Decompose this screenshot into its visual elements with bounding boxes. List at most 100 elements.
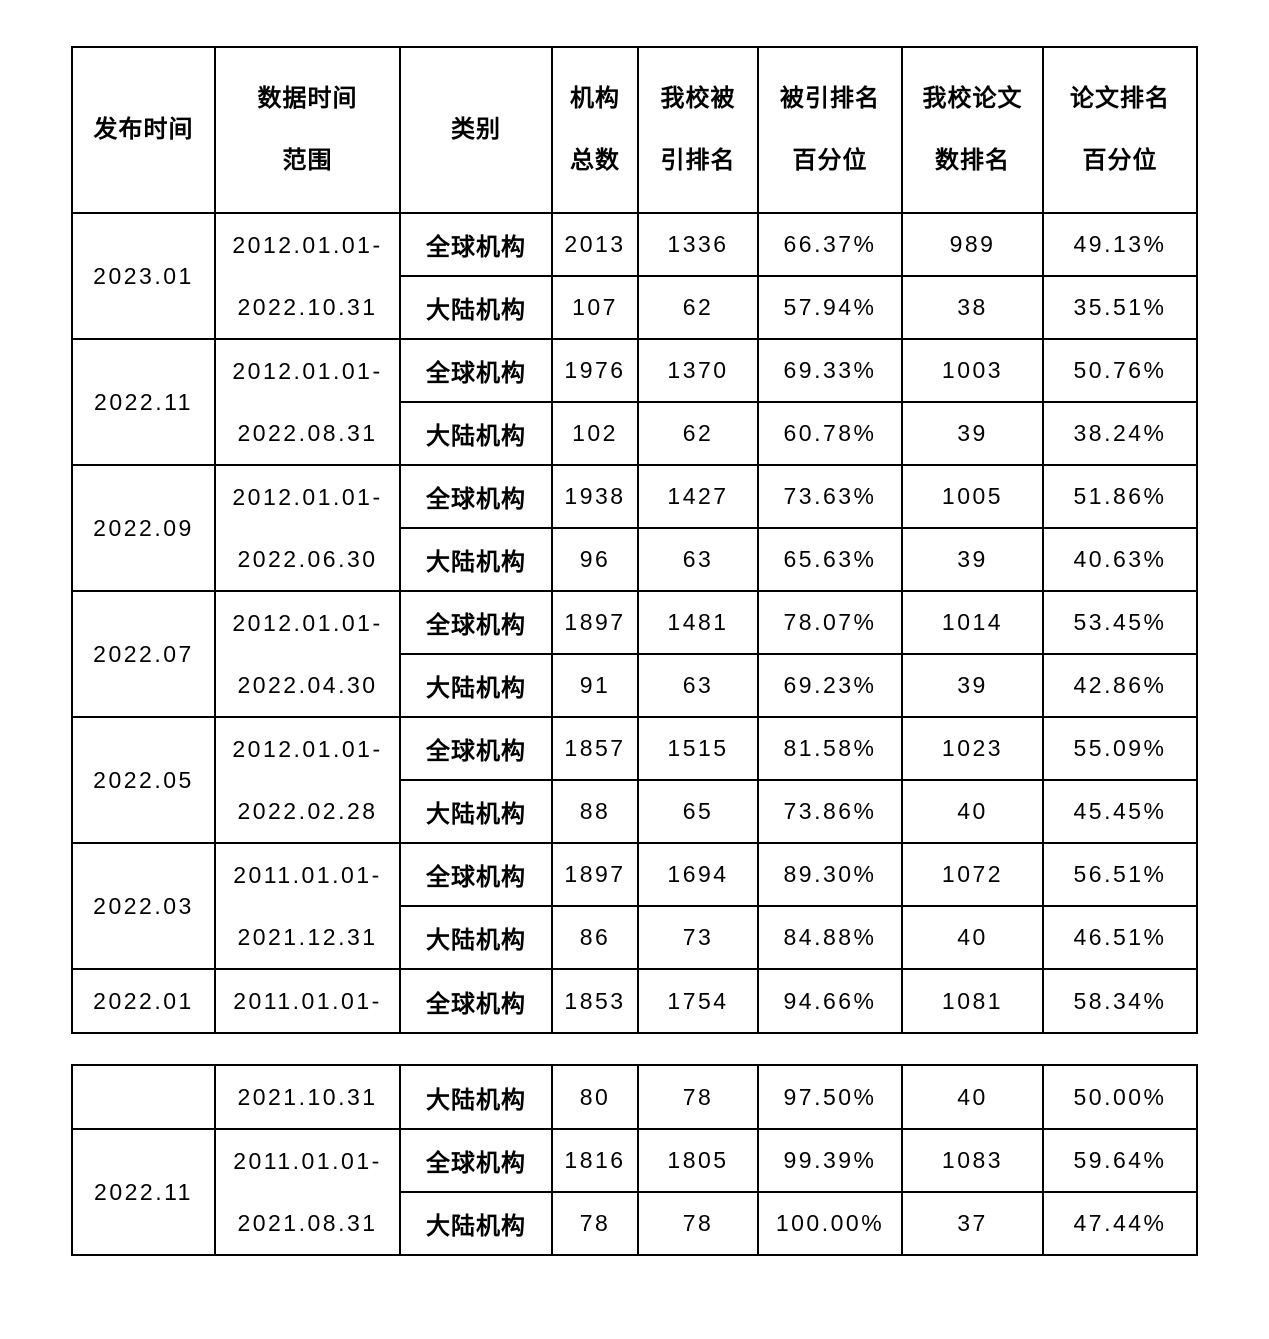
header-paper-percentile: 论文排名 百分位	[1042, 46, 1198, 214]
category-cell: 大陆机构	[399, 527, 553, 592]
paper-percentile-cell: 35.51%	[1042, 275, 1198, 340]
cited-percentile-cell: 60.78%	[757, 401, 903, 466]
cited-percentile-cell: 89.30%	[757, 842, 903, 907]
paper-percentile-cell: 56.51%	[1042, 842, 1198, 907]
paper-percentile-cell: 50.00%	[1042, 1064, 1198, 1130]
org-total-cell: 1816	[551, 1128, 639, 1193]
date-range-cell: 2012.01.01- 2022.02.28	[214, 716, 401, 844]
cited-rank-cell: 1805	[637, 1128, 759, 1193]
paper-percentile-cell: 59.64%	[1042, 1128, 1198, 1193]
date-range-cell: 2021.10.31	[214, 1064, 401, 1130]
cited-percentile-cell: 73.86%	[757, 779, 903, 844]
document-page: 发布时间 数据时间 范围 类别 机构 总数 我校被 引排名 被引排名 百分位 我校论文数…	[71, 46, 1269, 1256]
cited-percentile-cell: 84.88%	[757, 905, 903, 970]
category-cell: 大陆机构	[399, 779, 553, 844]
release-time-cell: 2022.03	[71, 842, 216, 970]
date-range-cell: 2012.01.01- 2022.08.31	[214, 338, 401, 466]
date-range-cell: 2012.01.01- 2022.06.30	[214, 464, 401, 592]
date-range-cell: 2011.01.01- 2021.08.31	[214, 1128, 401, 1256]
header-org-total: 机构 总数	[551, 46, 639, 214]
org-total-cell: 1938	[551, 464, 639, 529]
category-cell: 大陆机构	[399, 905, 553, 970]
cited-percentile-cell: 69.23%	[757, 653, 903, 718]
paper-rank-cell: 1014	[901, 590, 1044, 655]
category-cell: 大陆机构	[399, 401, 553, 466]
table-row: 大陆机构 88 65 73.86% 40 45.45%	[72, 779, 1198, 844]
release-time-cell: 2022.05	[71, 716, 216, 844]
paper-rank-cell: 1003	[901, 338, 1044, 403]
cited-rank-cell: 1427	[637, 464, 759, 529]
org-total-cell: 1897	[551, 590, 639, 655]
cited-rank-cell: 78	[637, 1191, 759, 1256]
cited-rank-cell: 62	[637, 401, 759, 466]
org-total-cell: 2013	[551, 212, 639, 277]
paper-percentile-cell: 42.86%	[1042, 653, 1198, 718]
paper-rank-cell: 1072	[901, 842, 1044, 907]
cited-rank-cell: 63	[637, 527, 759, 592]
cited-percentile-cell: 57.94%	[757, 275, 903, 340]
org-total-cell: 1853	[551, 968, 639, 1034]
paper-rank-cell: 39	[901, 527, 1044, 592]
paper-rank-cell: 40	[901, 1064, 1044, 1130]
cited-percentile-cell: 94.66%	[757, 968, 903, 1034]
org-total-cell: 1857	[551, 716, 639, 781]
table-row: 2022.05 2012.01.01- 2022.02.28 全球机构 1857 …	[71, 716, 1198, 844]
paper-percentile-cell: 53.45%	[1042, 590, 1198, 655]
release-time-cell: 2022.11	[71, 1128, 216, 1256]
release-time-cell: 2022.01	[71, 968, 216, 1034]
category-cell: 全球机构	[399, 842, 553, 907]
release-time-cell	[71, 1064, 216, 1130]
cited-percentile-cell: 99.39%	[757, 1128, 903, 1193]
category-cell: 全球机构	[399, 968, 553, 1034]
paper-rank-cell: 989	[901, 212, 1044, 277]
header-row: 发布时间 数据时间 范围 类别 机构 总数 我校被 引排名 被引排名 百分位 我校论文数…	[71, 46, 1198, 214]
cited-percentile-cell: 81.58%	[757, 716, 903, 781]
org-total-cell: 86	[551, 905, 639, 970]
table-row: 大陆机构 107 62 57.94% 38 35.51%	[72, 275, 1198, 340]
paper-rank-cell: 38	[901, 275, 1044, 340]
paper-rank-cell: 40	[901, 905, 1044, 970]
date-range-cell: 2011.01.01- 2021.12.31	[214, 842, 401, 970]
org-total-cell: 88	[551, 779, 639, 844]
org-total-cell: 1897	[551, 842, 639, 907]
ranking-table-page2: 2021.10.31 大陆机构 80 78 97.50% 40 50.00% 2…	[71, 1064, 1198, 1256]
category-cell: 大陆机构	[399, 275, 553, 340]
paper-rank-cell: 1005	[901, 464, 1044, 529]
header-category: 类别	[399, 46, 553, 214]
table-row: 大陆机构 102 62 60.78% 39 38.24%	[72, 401, 1198, 466]
table-row: 2022.07 2012.01.01- 2022.04.30 全球机构 1897 …	[71, 590, 1198, 718]
cited-rank-cell: 1754	[637, 968, 759, 1034]
page-break-gap	[71, 1034, 1269, 1064]
org-total-cell: 102	[551, 401, 639, 466]
cited-rank-cell: 63	[637, 653, 759, 718]
table-row: 2022.01 2011.01.01- 全球机构 1853 1754 94.66…	[71, 968, 1198, 1034]
date-range-cell: 2012.01.01- 2022.04.30	[214, 590, 401, 718]
paper-rank-cell: 1081	[901, 968, 1044, 1034]
table-row: 大陆机构 96 63 65.63% 39 40.63%	[72, 527, 1198, 592]
org-total-cell: 78	[551, 1191, 639, 1256]
table-row: 2022.03 2011.01.01- 2021.12.31 全球机构 1897 …	[71, 842, 1198, 970]
release-time-cell: 2022.09	[71, 464, 216, 592]
cited-rank-cell: 73	[637, 905, 759, 970]
org-total-cell: 107	[551, 275, 639, 340]
table-row: 大陆机构 86 73 84.88% 40 46.51%	[72, 905, 1198, 970]
ranking-table-page1: 发布时间 数据时间 范围 类别 机构 总数 我校被 引排名 被引排名 百分位 我校论文数…	[71, 46, 1198, 1034]
table-row: 2022.09 2012.01.01- 2022.06.30 全球机构 1938 …	[71, 464, 1198, 592]
paper-percentile-cell: 49.13%	[1042, 212, 1198, 277]
category-cell: 全球机构	[399, 716, 553, 781]
category-cell: 全球机构	[399, 464, 553, 529]
paper-rank-cell: 39	[901, 401, 1044, 466]
org-total-cell: 80	[551, 1064, 639, 1130]
org-total-cell: 1976	[551, 338, 639, 403]
table-row: 2021.10.31 大陆机构 80 78 97.50% 40 50.00%	[71, 1064, 1198, 1130]
paper-rank-cell: 37	[901, 1191, 1044, 1256]
paper-percentile-cell: 58.34%	[1042, 968, 1198, 1034]
cited-rank-cell: 1515	[637, 716, 759, 781]
cited-rank-cell: 65	[637, 779, 759, 844]
category-cell: 全球机构	[399, 1128, 553, 1193]
header-date-range: 数据时间 范围	[214, 46, 401, 214]
paper-percentile-cell: 47.44%	[1042, 1191, 1198, 1256]
cited-rank-cell: 78	[637, 1064, 759, 1130]
cited-percentile-cell: 73.63%	[757, 464, 903, 529]
paper-percentile-cell: 40.63%	[1042, 527, 1198, 592]
